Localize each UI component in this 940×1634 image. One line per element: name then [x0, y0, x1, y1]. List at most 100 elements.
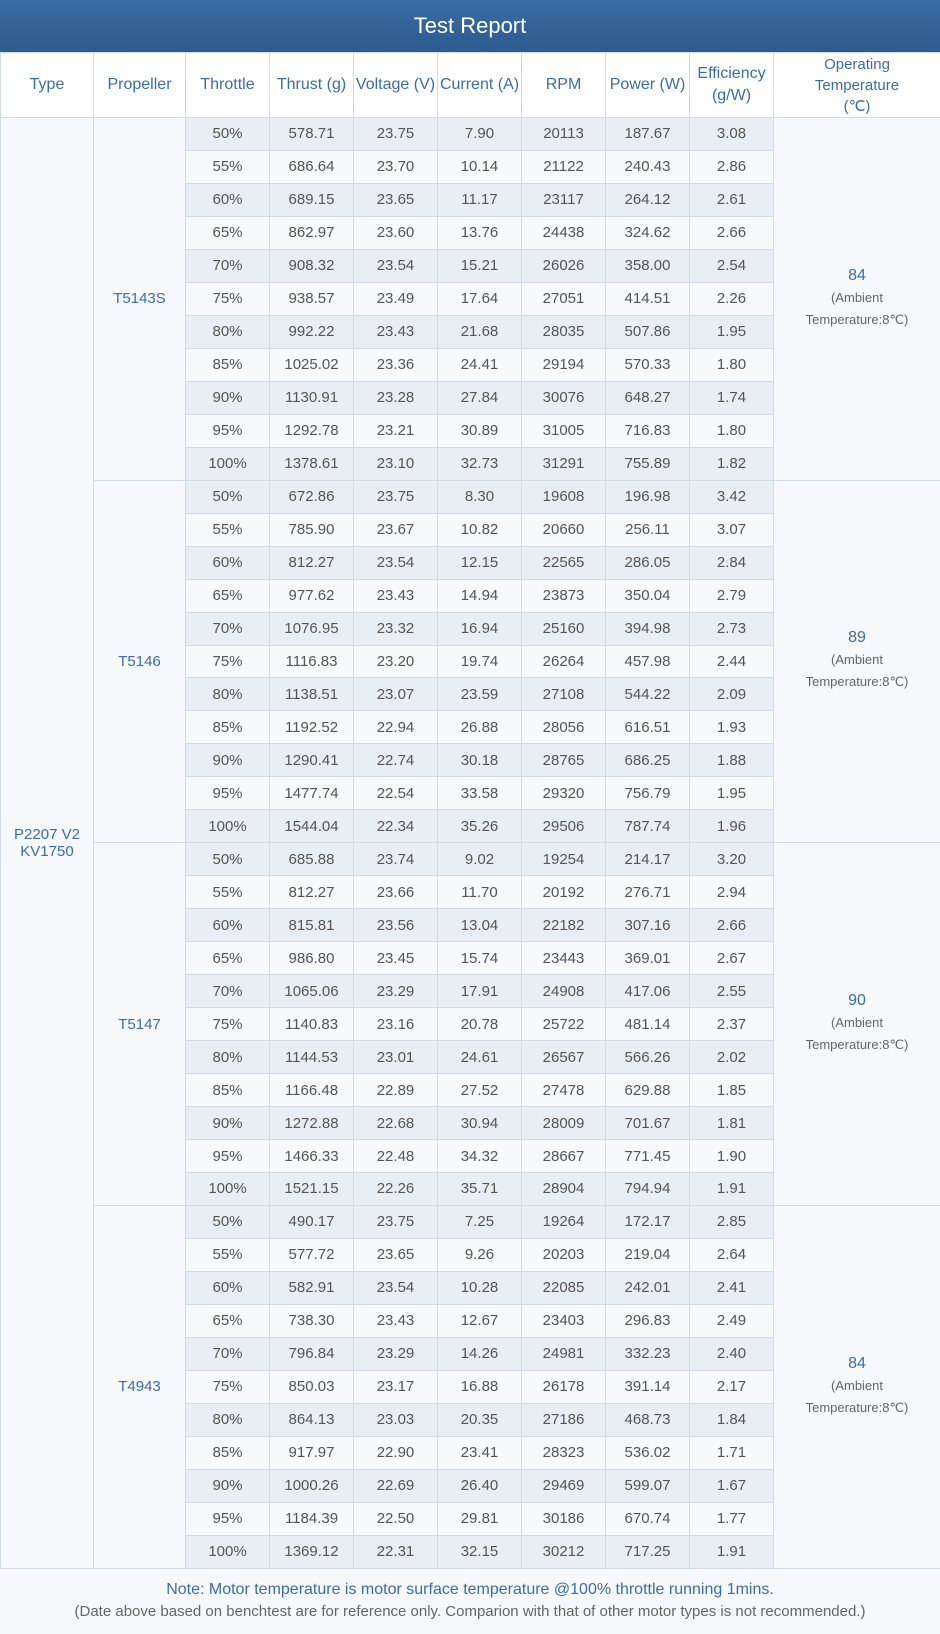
data-cell: 85%	[185, 1073, 270, 1108]
data-cell: 332.23	[605, 1336, 690, 1371]
data-cell: 90%	[185, 1106, 270, 1141]
data-cell: 481.14	[605, 1007, 690, 1042]
data-cell: 23.07	[353, 677, 438, 712]
footer-note: Note: Motor temperature is motor surface…	[166, 1580, 774, 1598]
data-cell: 19.74	[437, 644, 522, 679]
data-cell: 30.94	[437, 1106, 522, 1141]
data-cell: 685.88	[269, 842, 354, 877]
data-cell: 2.84	[689, 545, 774, 580]
data-cell: 864.13	[269, 1402, 354, 1437]
propeller-cell: T5146	[93, 479, 186, 844]
data-row: 55% 812.27 23.66 11.70 20192 276.71 2.94	[1, 875, 940, 910]
data-cell: 23.75	[353, 1204, 438, 1239]
data-cell: 80%	[185, 314, 270, 349]
data-cell: 570.33	[605, 347, 690, 382]
data-cell: 60%	[185, 1270, 270, 1305]
data-cell: 23.54	[353, 1270, 438, 1305]
data-cell: 1076.95	[269, 611, 354, 646]
data-cell: 544.22	[605, 677, 690, 712]
data-cell: 566.26	[605, 1040, 690, 1075]
data-row: 55% 577.72 23.65 9.26 20203 219.04 2.64	[1, 1237, 940, 1272]
data-row: 65% 986.80 23.45 15.74 23443 369.01 2.67	[1, 941, 940, 976]
data-cell: 23.45	[353, 941, 438, 976]
data-cell: 2.17	[689, 1369, 774, 1404]
data-cell: 23.54	[353, 248, 438, 283]
data-cell: 23.65	[353, 182, 438, 217]
data-cell: 8.30	[437, 479, 522, 514]
data-cell: 19264	[521, 1204, 606, 1239]
data-cell: 686.64	[269, 149, 354, 184]
data-cell: 862.97	[269, 215, 354, 250]
data-cell: 1.84	[689, 1402, 774, 1437]
data-cell: 23403	[521, 1303, 606, 1338]
data-cell: 22.69	[353, 1468, 438, 1503]
data-cell: 1521.15	[269, 1172, 354, 1206]
data-cell: 794.94	[605, 1172, 690, 1206]
data-cell: 23.59	[437, 677, 522, 712]
column-header: Throttle	[185, 52, 270, 118]
data-cell: 1.88	[689, 743, 774, 778]
data-cell: 324.62	[605, 215, 690, 250]
data-cell: 242.01	[605, 1270, 690, 1305]
data-row: T4943 50% 490.17 23.75 7.25 19264 172.17 2.85 84…	[1, 1204, 940, 1569]
data-cell: 70%	[185, 974, 270, 1009]
data-cell: 55%	[185, 875, 270, 910]
data-row: 65% 862.97 23.60 13.76 24438 324.62 2.66	[1, 215, 940, 250]
data-cell: 16.88	[437, 1369, 522, 1404]
data-cell: 65%	[185, 1303, 270, 1338]
data-cell: 536.02	[605, 1435, 690, 1470]
data-cell: 23.49	[353, 281, 438, 316]
data-cell: 19608	[521, 479, 606, 514]
data-cell: 717.25	[605, 1534, 690, 1569]
data-cell: 11.70	[437, 875, 522, 910]
data-cell: 90%	[185, 380, 270, 415]
data-cell: 577.72	[269, 1237, 354, 1272]
data-cell: 100%	[185, 1172, 270, 1206]
data-cell: 20660	[521, 512, 606, 547]
data-cell: 27.84	[437, 380, 522, 415]
data-cell: 2.41	[689, 1270, 774, 1305]
data-cell: 23.66	[353, 875, 438, 910]
data-cell: 219.04	[605, 1237, 690, 1272]
data-cell: 187.67	[605, 117, 690, 151]
column-header: Power (W)	[605, 52, 690, 118]
propeller-cell: T4943	[93, 1204, 186, 1569]
type-cell: P2207 V2 KV1750	[0, 117, 94, 1569]
data-row: 85% 1166.48 22.89 27.52 27478 629.88 1.85	[1, 1073, 940, 1108]
data-cell: 75%	[185, 644, 270, 679]
data-cell: 23.65	[353, 1237, 438, 1272]
data-cell: 23.17	[353, 1369, 438, 1404]
data-cell: 1378.61	[269, 446, 354, 481]
data-cell: 172.17	[605, 1204, 690, 1239]
data-cell: 22085	[521, 1270, 606, 1305]
data-cell: 30076	[521, 380, 606, 415]
data-cell: 30186	[521, 1501, 606, 1536]
data-cell: 686.25	[605, 743, 690, 778]
data-cell: 490.17	[269, 1204, 354, 1239]
data-cell: 938.57	[269, 281, 354, 316]
data-row: 70% 1065.06 23.29 17.91 24908 417.06 2.55	[1, 974, 940, 1009]
data-cell: 14.94	[437, 578, 522, 613]
data-cell: 738.30	[269, 1303, 354, 1338]
data-cell: 55%	[185, 149, 270, 184]
report-table: Type Propeller Throttle Thrust (g) Voltage (…	[0, 52, 940, 1569]
data-cell: 796.84	[269, 1336, 354, 1371]
data-cell: 350.04	[605, 578, 690, 613]
data-cell: 756.79	[605, 776, 690, 811]
data-cell: 29.81	[437, 1501, 522, 1536]
data-cell: 80%	[185, 677, 270, 712]
data-cell: 629.88	[605, 1073, 690, 1108]
data-cell: 20.78	[437, 1007, 522, 1042]
data-cell: 28667	[521, 1139, 606, 1173]
data-cell: 240.43	[605, 149, 690, 184]
data-row: 55% 785.90 23.67 10.82 20660 256.11 3.07	[1, 512, 940, 547]
data-cell: 23.20	[353, 644, 438, 679]
data-cell: 24.41	[437, 347, 522, 382]
data-cell: 90%	[185, 743, 270, 778]
data-cell: 70%	[185, 1336, 270, 1371]
data-cell: 2.26	[689, 281, 774, 316]
data-cell: 17.64	[437, 281, 522, 316]
data-row: 75% 850.03 23.17 16.88 26178 391.14 2.17	[1, 1369, 940, 1404]
data-row: 85% 917.97 22.90 23.41 28323 536.02 1.71	[1, 1435, 940, 1470]
data-cell: 716.83	[605, 413, 690, 448]
